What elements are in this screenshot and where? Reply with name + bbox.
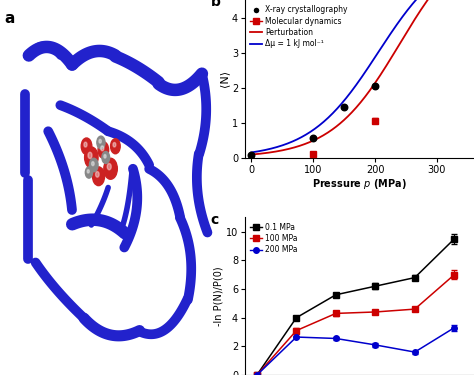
Circle shape	[97, 136, 105, 149]
Circle shape	[107, 164, 111, 170]
Y-axis label: ⟨N⟩: ⟨N⟩	[219, 70, 229, 87]
Circle shape	[96, 172, 99, 177]
Circle shape	[81, 138, 92, 154]
Text: c: c	[211, 213, 219, 227]
Circle shape	[92, 167, 105, 186]
Circle shape	[102, 152, 109, 164]
Text: b: b	[211, 0, 220, 9]
Circle shape	[87, 170, 89, 173]
Circle shape	[84, 142, 87, 147]
Point	[371, 83, 379, 89]
Text: a: a	[5, 11, 15, 26]
Circle shape	[90, 158, 98, 172]
Circle shape	[91, 162, 94, 166]
X-axis label: Pressure $p$ (MPa): Pressure $p$ (MPa)	[312, 177, 407, 191]
Circle shape	[85, 167, 92, 178]
Y-axis label: -ln P(N)/P(0): -ln P(N)/P(0)	[213, 266, 223, 326]
Legend: 0.1 MPa, 100 MPa, 200 MPa: 0.1 MPa, 100 MPa, 200 MPa	[249, 221, 299, 256]
Circle shape	[113, 142, 116, 147]
Point	[340, 104, 348, 110]
Circle shape	[100, 146, 104, 151]
Circle shape	[85, 147, 98, 168]
Circle shape	[98, 142, 109, 158]
Circle shape	[104, 158, 117, 179]
Circle shape	[88, 152, 92, 159]
Legend: X-ray crystallography, Molecular dynamics, Perturbation, Δμ = 1 kJ mol⁻¹: X-ray crystallography, Molecular dynamic…	[249, 4, 349, 50]
Point	[247, 152, 255, 158]
Circle shape	[104, 154, 106, 158]
Point	[310, 135, 317, 141]
Circle shape	[99, 140, 101, 143]
Circle shape	[110, 139, 120, 154]
